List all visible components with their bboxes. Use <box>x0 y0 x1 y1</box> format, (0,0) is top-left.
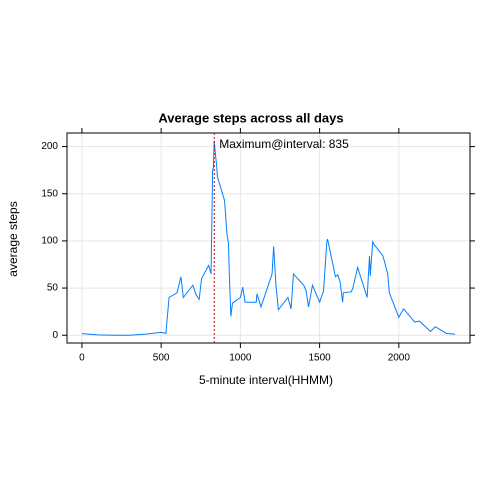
x-tick-label: 2000 <box>388 353 411 364</box>
x-axis-label: 5-minute interval(HHMM) <box>199 373 333 387</box>
y-axis-label: average steps <box>6 201 20 276</box>
x-tick-label: 1000 <box>229 353 252 364</box>
data-line <box>81 140 456 336</box>
x-tick-label: 500 <box>153 353 170 364</box>
plot-frame <box>66 132 471 344</box>
x-tick-label: 0 <box>79 353 85 364</box>
y-tick-label: 200 <box>41 141 58 152</box>
chart-title: Average steps across all days <box>158 110 343 125</box>
x-tick-label: 1500 <box>308 353 331 364</box>
annotation: Maximum@interval: 835 <box>219 137 349 151</box>
y-tick-label: 0 <box>52 330 58 341</box>
y-tick-label: 50 <box>47 283 59 294</box>
y-tick-label: 150 <box>41 188 58 199</box>
y-tick-label: 100 <box>41 236 58 247</box>
